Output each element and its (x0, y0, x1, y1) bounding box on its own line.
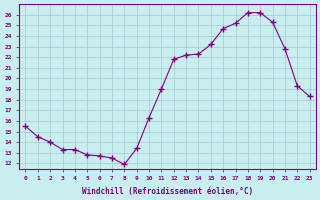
X-axis label: Windchill (Refroidissement éolien,°C): Windchill (Refroidissement éolien,°C) (82, 187, 253, 196)
